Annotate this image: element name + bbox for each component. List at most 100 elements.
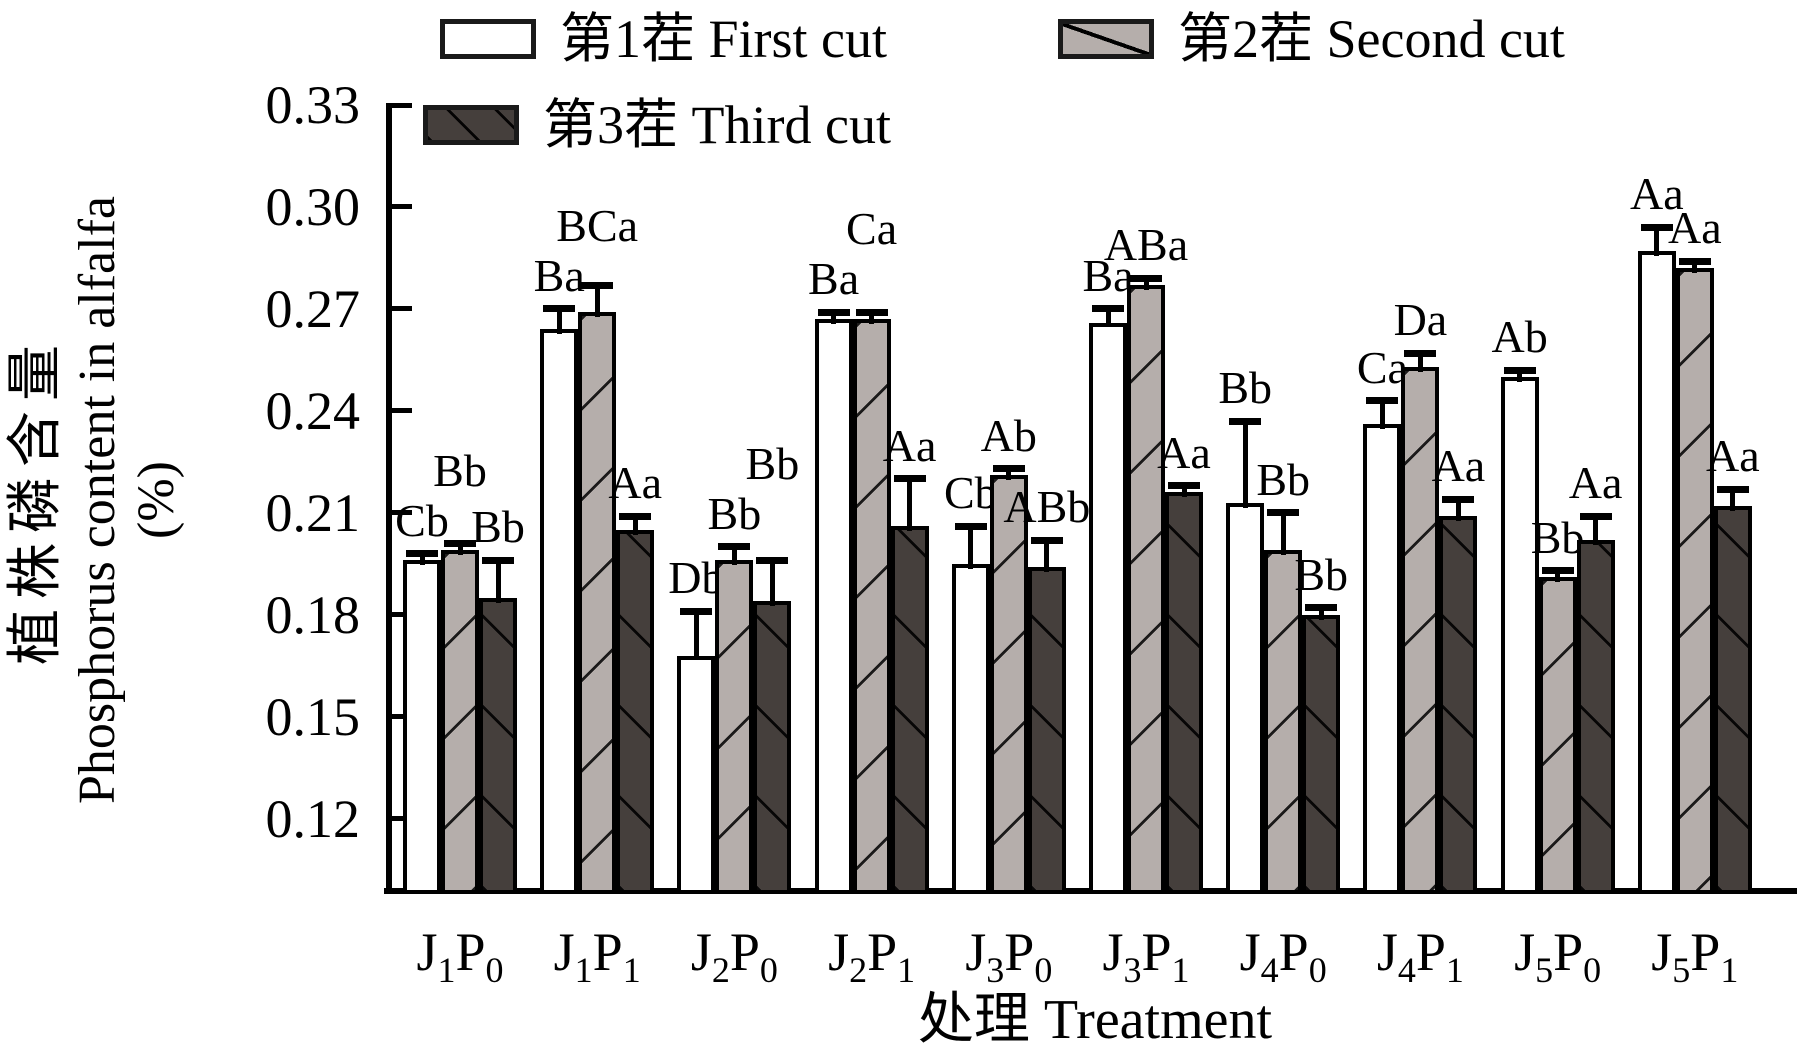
significance-letter: ABa bbox=[1103, 219, 1189, 271]
first-cut-swatch-icon bbox=[440, 19, 536, 59]
error-bar-stem bbox=[1105, 308, 1111, 328]
error-bar-cap bbox=[992, 465, 1025, 473]
legend-label-second-cut: 第2茬 Second cut bbox=[1178, 9, 1565, 69]
significance-letter: Da bbox=[1393, 294, 1448, 346]
error-bar-stem bbox=[1517, 370, 1523, 382]
y-axis-tick-label: 0.21 bbox=[265, 482, 361, 543]
y-axis-label: 植株磷含量 Phosphorus content in alfalfa (%) bbox=[4, 196, 186, 804]
error-bar-stem bbox=[769, 560, 775, 607]
error-bar-stem bbox=[1379, 400, 1385, 430]
significance-letter: Aa bbox=[1431, 440, 1486, 492]
error-bar-cap bbox=[1366, 397, 1399, 405]
significance-letter: Ab bbox=[1491, 311, 1548, 363]
error-bar-stem bbox=[1143, 278, 1149, 291]
error-bar-cap bbox=[1640, 223, 1673, 231]
x-axis-title: 处理 Treatment bbox=[917, 989, 1273, 1051]
y-axis-tick bbox=[392, 816, 412, 822]
bar-gray-J3P0 bbox=[989, 475, 1028, 894]
y-axis-label-chinese: 植株磷含量 bbox=[5, 335, 67, 666]
y-axis-tick bbox=[392, 612, 412, 618]
significance-letter: Aa bbox=[1629, 168, 1684, 220]
legend-item-first-cut: 第1茬 First cut bbox=[440, 10, 887, 68]
y-axis-tick bbox=[392, 204, 412, 210]
error-bar-cap bbox=[718, 543, 751, 551]
error-bar-cap bbox=[1404, 349, 1437, 357]
bar-dark-J5P0 bbox=[1576, 540, 1615, 894]
bar-gray-J4P0 bbox=[1264, 550, 1303, 894]
error-bar-stem bbox=[632, 516, 638, 535]
error-bar-cap bbox=[1503, 366, 1536, 374]
error-bar-stem bbox=[1593, 516, 1599, 545]
legend-label-third-cut: 第3茬 Third cut bbox=[543, 95, 891, 155]
error-bar-cap bbox=[619, 512, 652, 520]
x-axis-category-label: J4P0 bbox=[1239, 922, 1327, 990]
error-bar-cap bbox=[1305, 604, 1338, 612]
error-bar-cap bbox=[1229, 417, 1262, 425]
significance-letter: Aa bbox=[1705, 430, 1760, 481]
bar-gray-J1P0 bbox=[441, 550, 479, 894]
error-bar-cap bbox=[954, 522, 987, 530]
y-axis-tick bbox=[392, 306, 412, 312]
bar-dark-J2P0 bbox=[753, 601, 792, 894]
significance-letter: Ab bbox=[980, 409, 1037, 461]
bar-dark-J2P1 bbox=[890, 526, 929, 894]
error-bar-cap bbox=[482, 556, 514, 564]
error-bar-stem bbox=[1555, 570, 1561, 583]
error-bar-stem bbox=[831, 312, 837, 325]
x-axis-category-label: J4P1 bbox=[1376, 922, 1464, 990]
significance-letter: Ba bbox=[808, 253, 860, 305]
error-bar-stem bbox=[1006, 468, 1012, 481]
bar-white-J5P1 bbox=[1637, 251, 1676, 894]
error-bar-cap bbox=[756, 556, 789, 564]
error-bar-stem bbox=[869, 312, 875, 325]
y-axis-tick-label: 0.33 bbox=[265, 75, 361, 135]
bar-white-J2P0 bbox=[677, 655, 716, 894]
bar-gray-J5P0 bbox=[1538, 577, 1577, 894]
error-bar-cap bbox=[1030, 536, 1063, 544]
error-bar-cap bbox=[444, 539, 476, 547]
error-bar-stem bbox=[731, 546, 737, 566]
legend-label-first-cut: 第1茬 First cut bbox=[560, 9, 888, 69]
error-bar-cap bbox=[1678, 257, 1711, 265]
y-axis-tick bbox=[392, 510, 412, 516]
y-axis-line bbox=[386, 103, 392, 894]
error-bar-cap bbox=[680, 607, 713, 615]
error-bar-stem bbox=[1692, 261, 1698, 274]
error-bar-stem bbox=[1654, 227, 1660, 257]
significance-letter: Ba bbox=[533, 249, 585, 301]
error-bar-stem bbox=[457, 543, 463, 556]
significance-letter: Bb bbox=[707, 487, 762, 539]
significance-letter: Db bbox=[668, 552, 725, 604]
y-axis-tick bbox=[392, 408, 412, 414]
bar-dark-J4P0 bbox=[1302, 614, 1341, 894]
bar-dark-J5P1 bbox=[1713, 506, 1752, 894]
error-bar-stem bbox=[1417, 353, 1423, 372]
error-bar-cap bbox=[406, 550, 438, 558]
third-cut-swatch-icon bbox=[423, 105, 519, 145]
significance-letter: Bb bbox=[1294, 548, 1349, 600]
error-bar-stem bbox=[556, 308, 562, 335]
error-bar-stem bbox=[1280, 512, 1286, 556]
bar-white-J4P1 bbox=[1363, 424, 1402, 894]
x-axis-category-label: J2P1 bbox=[828, 922, 916, 990]
error-bar-stem bbox=[1730, 489, 1736, 511]
error-bar-cap bbox=[1442, 495, 1475, 503]
x-axis-category-label: J5P0 bbox=[1514, 922, 1602, 990]
error-bar-stem bbox=[1318, 607, 1324, 620]
y-axis-tick-label: 0.24 bbox=[265, 380, 361, 441]
bar-white-J4P0 bbox=[1226, 502, 1265, 894]
significance-letter: Aa bbox=[1667, 202, 1722, 254]
bar-dark-J4P1 bbox=[1439, 516, 1478, 894]
bar-dark-J1P0 bbox=[479, 597, 517, 894]
x-axis-category-label: J1P0 bbox=[416, 922, 504, 990]
error-bar-stem bbox=[1242, 421, 1248, 508]
error-bar-cap bbox=[543, 305, 576, 313]
y-axis-tick-label: 0.27 bbox=[265, 278, 361, 339]
significance-letter: Cb bbox=[943, 467, 998, 519]
second-cut-swatch-icon bbox=[1058, 19, 1154, 59]
y-axis-tick-label: 0.12 bbox=[265, 788, 361, 849]
bar-white-J1P1 bbox=[540, 329, 579, 894]
significance-letter: Aa bbox=[882, 419, 937, 471]
y-axis-tick bbox=[392, 102, 412, 108]
bar-dark-J1P1 bbox=[616, 529, 655, 894]
